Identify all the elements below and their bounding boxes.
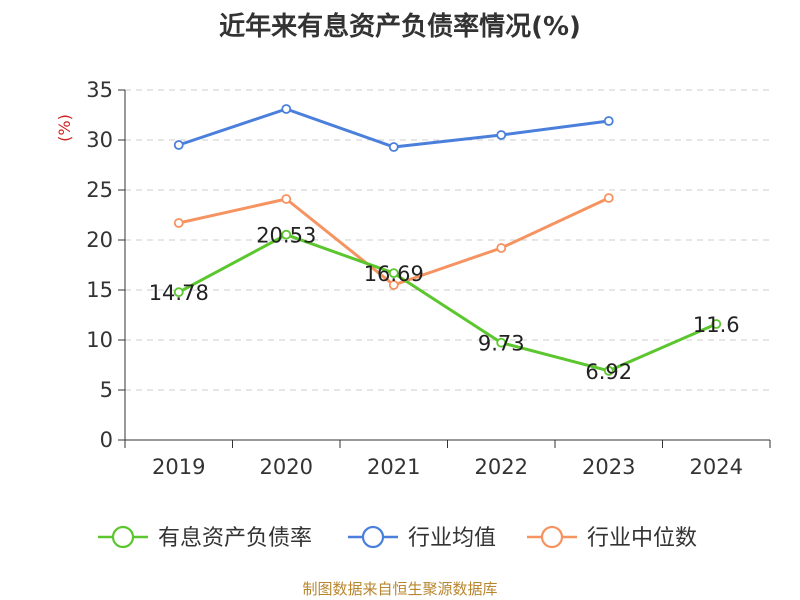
y-tick-label-10: 10 <box>86 328 113 352</box>
series-2-point-2021 <box>388 280 399 290</box>
legend-marker-2 <box>540 525 564 549</box>
data-label-2023: 6.92 <box>585 360 632 384</box>
series-2-point-2019 <box>173 218 184 228</box>
data-labels: 14.78 20.53 16.69 9.73 6.92 11.6 <box>149 224 740 384</box>
legend: 有息资产负债率 行业均值 行业中位数 <box>98 525 697 551</box>
y-axis-unit-label: (%) <box>55 114 74 142</box>
series-2-point-2020 <box>281 194 292 204</box>
y-tick-label-30: 30 <box>86 128 113 152</box>
series-1-point-2023 <box>603 116 614 126</box>
y-tick-label-35: 35 <box>86 78 113 102</box>
legend-marker-0 <box>111 525 135 549</box>
grid-lines <box>125 89 770 391</box>
legend-label-0: 有息资产负债率 <box>158 526 312 551</box>
series-line-1 <box>178 107 609 149</box>
series-0-point-2020 <box>281 229 292 240</box>
x-tick-label-2023: 2023 <box>582 455 635 479</box>
x-tick-label-2019: 2019 <box>152 455 205 479</box>
series-0-point-2021 <box>388 268 399 279</box>
legend-label-1: 行业均值 <box>408 526 496 551</box>
data-label-2024: 11.6 <box>693 313 740 337</box>
y-tick-label-5: 5 <box>100 378 113 402</box>
series-1-point-2019 <box>173 140 184 150</box>
series-line-0 <box>178 233 717 373</box>
series-2-point-2023 <box>603 193 614 203</box>
axes: 0 5 10 15 20 25 30 35 2019 2020 2021 2022 2023 2024 <box>86 78 771 479</box>
data-label-2019: 14.78 <box>149 281 209 305</box>
series-1-point-2022 <box>496 130 507 140</box>
y-tick-label-0: 0 <box>100 428 113 452</box>
y-tick-label-20: 20 <box>86 228 113 252</box>
legend-label-2: 行业中位数 <box>587 526 697 551</box>
series-1-point-2021 <box>388 142 399 152</box>
legend-marker-1 <box>361 525 385 549</box>
series-0-point-2024 <box>711 319 722 329</box>
x-tick-label-2022: 2022 <box>475 455 528 479</box>
x-tick-label-2024: 2024 <box>690 455 743 479</box>
series-0-point-2022 <box>496 337 507 348</box>
data-label-2022: 9.73 <box>478 332 525 356</box>
y-tick-label-15: 15 <box>86 278 113 302</box>
data-label-2020: 20.53 <box>256 224 316 248</box>
series-lines <box>173 104 722 376</box>
x-tick-label-2020: 2020 <box>260 455 313 479</box>
series-1-point-2020 <box>281 104 292 114</box>
chart-title: 近年来有息资产负债率情况(%) <box>219 12 581 42</box>
series-2-point-2022 <box>496 243 507 253</box>
x-tick-label-2021: 2021 <box>367 455 420 479</box>
data-label-2021: 16.69 <box>364 262 424 286</box>
series-0-point-2023 <box>603 365 614 376</box>
y-tick-label-25: 25 <box>86 178 113 202</box>
series-0-point-2019 <box>173 287 184 298</box>
source-note: 制图数据来自恒生聚源数据库 <box>302 580 498 598</box>
